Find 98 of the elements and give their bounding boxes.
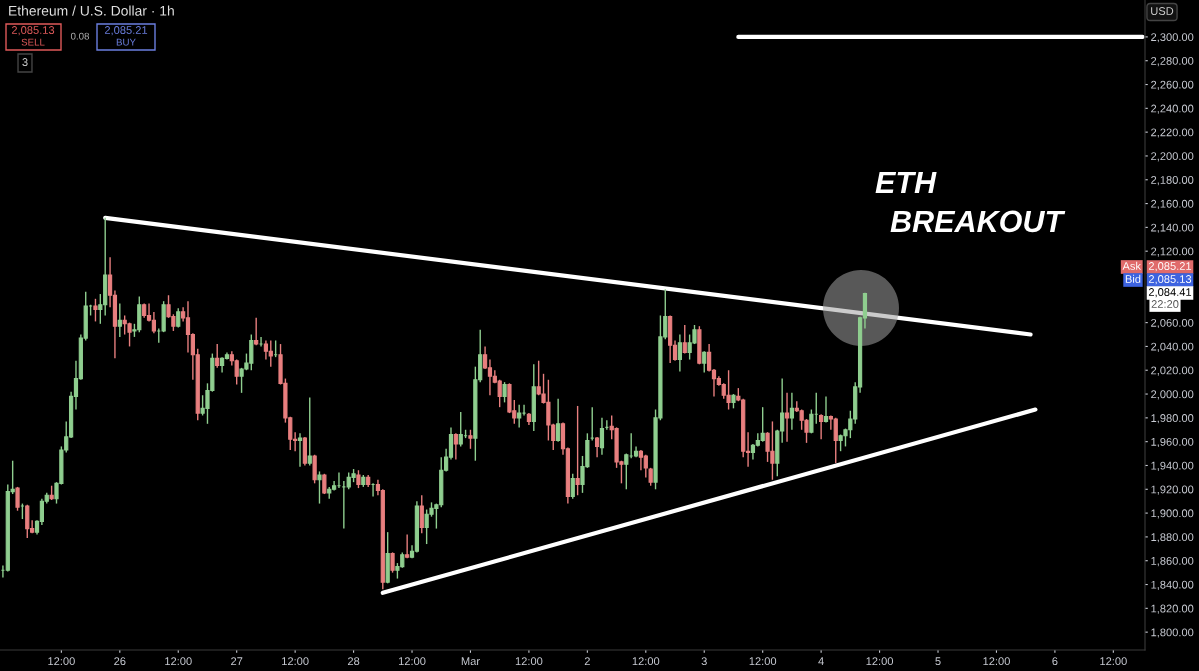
candlestick: [93, 298, 98, 323]
text: 22:20: [1151, 300, 1179, 308]
candlestick: [833, 417, 838, 464]
x-tick-label: 5: [935, 657, 941, 666]
candlestick: [297, 432, 303, 468]
y-tick-label: 1,940.00: [1151, 461, 1194, 471]
x-tick-label: 27: [231, 657, 243, 665]
candlestick: [307, 396, 312, 467]
candlestick: [502, 381, 507, 404]
candlestick: [268, 339, 273, 368]
annotation: Bid: [1125, 274, 1141, 283]
candlestick: [390, 551, 395, 574]
chart-title: Ethereum / U.S. Dollar · 1h: [9, 5, 174, 16]
candlestick: [677, 333, 683, 373]
y-tick-label: 2,060.00: [1151, 318, 1194, 329]
candlestick: [258, 336, 264, 348]
candlestick: [458, 411, 463, 448]
annotation: ETH: [875, 171, 937, 193]
y-tick-label: 2,240.00: [1151, 104, 1194, 114]
y-tick-label: 1,800.00: [1151, 628, 1194, 638]
x-tick-label: 26: [114, 657, 126, 666]
annotation: SELL: [21, 38, 45, 46]
candlestick: [819, 413, 824, 440]
y-tick-label: 2,180.00: [1151, 176, 1194, 186]
y-tick-label: 1,900.00: [1151, 509, 1194, 519]
candlestick: [151, 311, 157, 335]
x-tick-label: 12:00: [515, 657, 543, 666]
candlestick: [263, 339, 269, 361]
candlestick: [599, 417, 605, 456]
y-tick-label: 2,040.00: [1151, 342, 1194, 352]
y-tick-label: 1,880.00: [1151, 533, 1194, 543]
text: 2,084.41: [1148, 288, 1192, 298]
annotation: BUY: [116, 38, 136, 46]
y-tick-label: 1,860.00: [1151, 556, 1194, 567]
x-tick-label: 28: [347, 657, 360, 666]
y-tick-label: 2,020.00: [1151, 366, 1194, 376]
x-tick-label: 3: [701, 657, 707, 666]
y-tick-label: 1,980.00: [1151, 414, 1194, 424]
candlestick: [726, 369, 731, 411]
y-tick-label: 2,140.00: [1151, 223, 1194, 233]
y-tick-label: 2,220.00: [1151, 128, 1194, 138]
text: USD: [1151, 7, 1174, 15]
y-tick-label: 2,260.00: [1151, 80, 1194, 90]
x-tick-label: 6: [1052, 657, 1058, 666]
candlestick: [215, 343, 220, 369]
annotation: 2,085.21: [104, 26, 148, 36]
candlestick: [453, 432, 458, 461]
candlestick: [556, 398, 561, 443]
y-tick-label: 2,000.00: [1151, 390, 1194, 400]
x-tick-label: Mar: [461, 657, 480, 666]
y-tick-label: 1,820.00: [1151, 604, 1194, 614]
x-tick-label: 12:00: [48, 657, 75, 666]
candlestick: [25, 504, 30, 539]
x-tick-label: 4: [818, 657, 824, 665]
x-tick-label: 12:00: [398, 657, 426, 666]
annotation: BREAKOUT: [890, 210, 1066, 233]
candlestick: [317, 470, 322, 505]
candlestick: [789, 392, 795, 431]
annotation: 0.08: [70, 32, 90, 40]
candlestick: [419, 494, 424, 535]
x-tick-label: 12:00: [282, 657, 309, 666]
candlestick: [497, 379, 502, 408]
x-tick-label: 12:00: [632, 657, 660, 666]
y-tick-label: 1,920.00: [1151, 485, 1194, 495]
candlestick: [185, 300, 191, 354]
candlestick: [823, 395, 829, 424]
x-tick-label: 12:00: [983, 657, 1010, 666]
x-tick-label: 12:00: [866, 657, 894, 666]
candlestick: [784, 392, 790, 443]
candlestick: [468, 429, 473, 450]
x-tick-label: 2: [584, 657, 590, 665]
candlestick: [570, 473, 575, 500]
candlestick: [117, 302, 122, 338]
text: 2,085.21: [1148, 262, 1192, 272]
y-tick-label: 2,300.00: [1151, 33, 1194, 43]
y-tick-label: 1,960.00: [1151, 437, 1194, 448]
x-tick-label: 12:00: [165, 657, 192, 666]
annotation: 2,085.13: [11, 26, 55, 36]
candlestick: [521, 404, 527, 417]
candlestick: [312, 454, 317, 485]
candlestick: [254, 317, 259, 346]
x-tick-label: 12:00: [749, 657, 777, 666]
text: 2,085.13: [1148, 275, 1192, 285]
candlestick: [760, 406, 765, 443]
candlestick: [575, 405, 580, 496]
annotation: Ask: [1122, 261, 1142, 270]
y-tick-label: 1,840.00: [1151, 580, 1194, 590]
y-tick-label: 2,200.00: [1151, 152, 1194, 162]
candlestick: [487, 358, 493, 396]
x-tick-label: 12:00: [1100, 657, 1127, 666]
y-tick-label: 2,160.00: [1151, 199, 1194, 210]
y-tick-label: 2,120.00: [1151, 247, 1194, 257]
candlestick: [682, 324, 687, 355]
annotation: 3: [22, 58, 28, 66]
candlestick: [638, 449, 644, 471]
y-tick-label: 2,280.00: [1151, 56, 1194, 67]
candlestick: [517, 404, 522, 429]
candlestick: [702, 350, 707, 374]
